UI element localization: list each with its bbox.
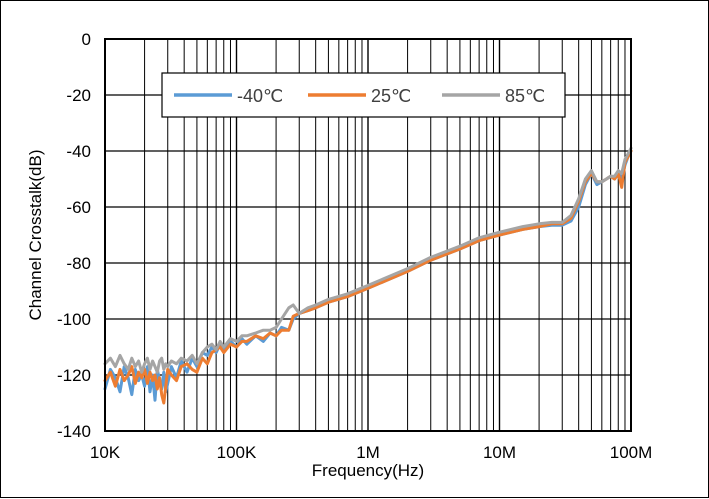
legend-label-1: 25℃	[371, 86, 411, 106]
x-axis-ticks: 10K 100K 1M 10M 100M	[90, 443, 652, 462]
y-tick-label: -120	[57, 366, 91, 385]
y-axis-title: Channel Crosstalk(dB)	[26, 149, 45, 320]
x-tick-label: 100K	[217, 443, 257, 462]
legend-label-2: 85℃	[505, 86, 545, 106]
series-line-0	[103, 149, 633, 402]
y-tick-label: -100	[57, 310, 91, 329]
series-group	[103, 146, 633, 405]
x-tick-label: 10M	[483, 443, 516, 462]
legend-label-0: -40℃	[237, 86, 283, 106]
plot-border	[104, 38, 632, 432]
x-axis-title: Frequency(Hz)	[312, 461, 424, 480]
y-tick-label: 0	[82, 30, 91, 49]
y-axis-ticks: 0 -20 -40 -60 -80 -100 -120 -140	[57, 30, 91, 441]
y-tick-label: -20	[66, 86, 91, 105]
y-tick-label: -140	[57, 422, 91, 441]
legend: -40℃ 25℃ 85℃	[161, 72, 566, 118]
y-tick-label: -60	[66, 198, 91, 217]
series-line-2	[103, 146, 633, 374]
y-tick-label: -80	[66, 254, 91, 273]
x-tick-label: 10K	[90, 443, 121, 462]
y-tick-label: -40	[66, 142, 91, 161]
x-tick-label: 100M	[610, 443, 653, 462]
x-tick-label: 1M	[356, 443, 380, 462]
